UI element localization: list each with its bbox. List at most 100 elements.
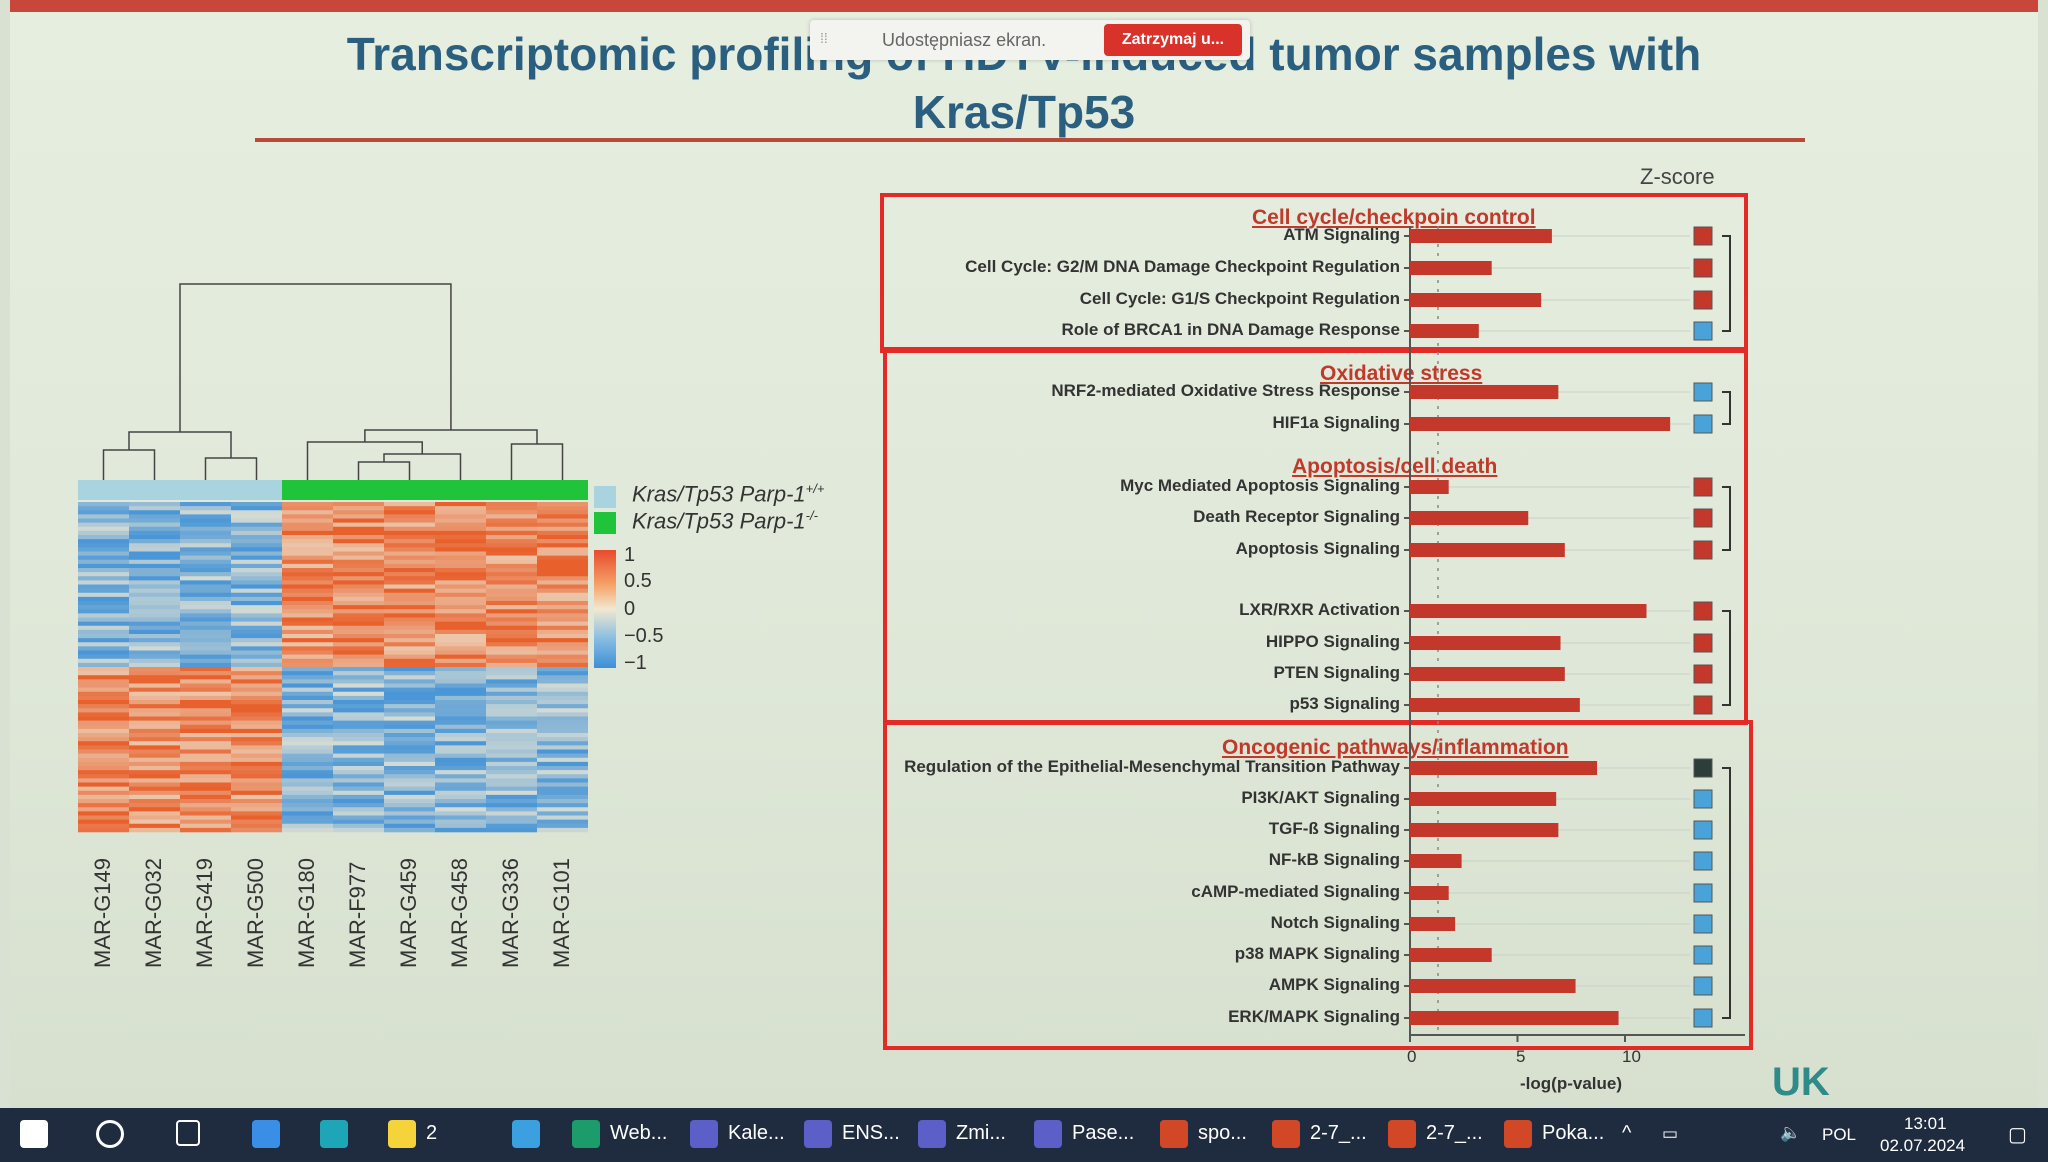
- heatmap-cell: [333, 745, 384, 750]
- heatmap-cell: [486, 811, 537, 816]
- powerpoint-icon[interactable]: [1504, 1120, 1532, 1148]
- computer-icon[interactable]: [512, 1120, 540, 1148]
- sticky-notes-icon[interactable]: [388, 1120, 416, 1148]
- heatmap-cell: [129, 502, 180, 507]
- heatmap-cell: [384, 811, 435, 816]
- heatmap-cell: [231, 761, 282, 767]
- taskbar-item-label[interactable]: spo...: [1198, 1122, 1247, 1144]
- edge-icon[interactable]: [320, 1120, 348, 1148]
- heatmap-cell: [231, 704, 282, 709]
- heatmap-cell: [537, 803, 588, 808]
- heatmap-cell: [435, 654, 486, 660]
- taskbar-item-label[interactable]: Poka...: [1542, 1122, 1605, 1144]
- heatmap-cell: [282, 646, 333, 651]
- heatmap-cell: [180, 588, 231, 594]
- pathway-bar: [1410, 480, 1449, 494]
- heatmap-cell: [282, 737, 333, 742]
- heatmap-cell: [435, 559, 486, 565]
- teams-icon[interactable]: [1034, 1120, 1062, 1148]
- taskbar-item-label[interactable]: Web...: [610, 1122, 668, 1144]
- heatmap-cell: [333, 741, 384, 746]
- heatmap-cell: [78, 506, 129, 511]
- heatmap-cell: [282, 634, 333, 639]
- taskbar: 2 Web... Kale... ENS... Zmi... Pase... spo... 2…: [0, 1108, 2048, 1162]
- stop-sharing-button[interactable]: Zatrzymaj u...: [1104, 24, 1242, 56]
- heatmap-cell: [180, 625, 231, 631]
- heatmap-cell: [129, 572, 180, 577]
- clock-date[interactable]: 02.07.2024: [1880, 1136, 1966, 1155]
- heatmap-cell: [435, 634, 486, 639]
- taskbar-item-label[interactable]: 2: [426, 1122, 438, 1144]
- heatmap-cell: [231, 596, 282, 602]
- heatmap-cell: [384, 774, 435, 779]
- zscore-square: [1693, 695, 1713, 715]
- dendrogram: [102, 283, 564, 480]
- heatmap-cell: [384, 712, 435, 717]
- notifications-icon[interactable]: ▢: [2008, 1124, 2027, 1146]
- search-icon[interactable]: [96, 1120, 124, 1148]
- heatmap-cell: [282, 625, 333, 631]
- powerpoint-icon[interactable]: [1388, 1120, 1416, 1148]
- heatmap-cell: [129, 654, 180, 660]
- heatmap-cell: [231, 634, 282, 639]
- heatmap-cell: [333, 770, 384, 775]
- heatmap-cell: [537, 790, 588, 796]
- screen-share-bar[interactable]: ⁞⁞ Udostępniasz ekran. Zatrzymaj u...: [810, 20, 1250, 60]
- heatmap-cell: [180, 827, 231, 833]
- heatmap-cell: [282, 580, 333, 585]
- taskbar-item-label[interactable]: 2-7_...: [1310, 1122, 1367, 1144]
- heatmap-cell: [384, 753, 435, 759]
- teams-icon[interactable]: [804, 1120, 832, 1148]
- teams-icon[interactable]: [918, 1120, 946, 1148]
- webex-icon[interactable]: [572, 1120, 600, 1148]
- taskbar-item-label[interactable]: Zmi...: [956, 1122, 1006, 1144]
- heatmap-cell: [486, 502, 537, 507]
- powerpoint-icon[interactable]: [1272, 1120, 1300, 1148]
- heatmap-cell: [282, 568, 333, 573]
- heatmap-cell: [180, 506, 231, 511]
- heatmap-cell: [384, 724, 435, 730]
- heatmap-cell: [486, 753, 537, 759]
- network-icon[interactable]: ▭: [1662, 1124, 1679, 1143]
- pathway-bar: [1410, 511, 1529, 525]
- drag-handle-icon[interactable]: ⁞⁞: [820, 30, 828, 46]
- volume-icon[interactable]: 🔈: [1780, 1123, 1802, 1142]
- windows-start-icon[interactable]: [20, 1120, 48, 1148]
- taskbar-item-label[interactable]: Pase...: [1072, 1122, 1135, 1144]
- mail-icon[interactable]: [252, 1120, 280, 1148]
- teams-icon[interactable]: [690, 1120, 718, 1148]
- tray-chevron-icon[interactable]: ^: [1622, 1122, 1632, 1144]
- task-view-icon[interactable]: [176, 1120, 200, 1146]
- heatmap-cell: [180, 724, 231, 730]
- heatmap-cell: [384, 794, 435, 800]
- heatmap-cell: [384, 535, 435, 540]
- language-indicator[interactable]: POL: [1822, 1125, 1857, 1144]
- pathway-bar: [1410, 293, 1542, 307]
- heatmap-cell: [333, 576, 384, 581]
- heatmap-cell: [537, 774, 588, 779]
- heatmap-cell: [486, 530, 537, 536]
- powerpoint-icon[interactable]: [1160, 1120, 1188, 1148]
- heatmap-cell: [129, 518, 180, 523]
- heatmap-cell: [180, 745, 231, 750]
- heatmap-cell: [129, 749, 180, 754]
- heatmap-cell: [180, 803, 231, 808]
- heatmap-cell: [537, 794, 588, 800]
- heatmap-cell: [435, 720, 486, 726]
- heatmap-cell: [129, 551, 180, 556]
- taskbar-item-label[interactable]: 2-7_...: [1426, 1122, 1483, 1144]
- heatmap-cell: [384, 543, 435, 548]
- clock-time[interactable]: 13:01: [1904, 1114, 1947, 1133]
- heatmap-cell: [435, 815, 486, 820]
- heatmap-cell: [78, 704, 129, 709]
- taskbar-item-label[interactable]: Kale...: [728, 1122, 785, 1144]
- heatmap-cell: [231, 588, 282, 594]
- heatmap-cell: [129, 617, 180, 622]
- heatmap-cell: [384, 766, 435, 771]
- heatmap-cell: [231, 543, 282, 548]
- pathway-label: Cell Cycle: G2/M DNA Damage Checkpoint R…: [965, 257, 1400, 276]
- heatmap-cell: [537, 687, 588, 693]
- heatmap-cell: [231, 539, 282, 544]
- taskbar-item-label[interactable]: ENS...: [842, 1122, 900, 1144]
- heatmap-cell: [78, 625, 129, 631]
